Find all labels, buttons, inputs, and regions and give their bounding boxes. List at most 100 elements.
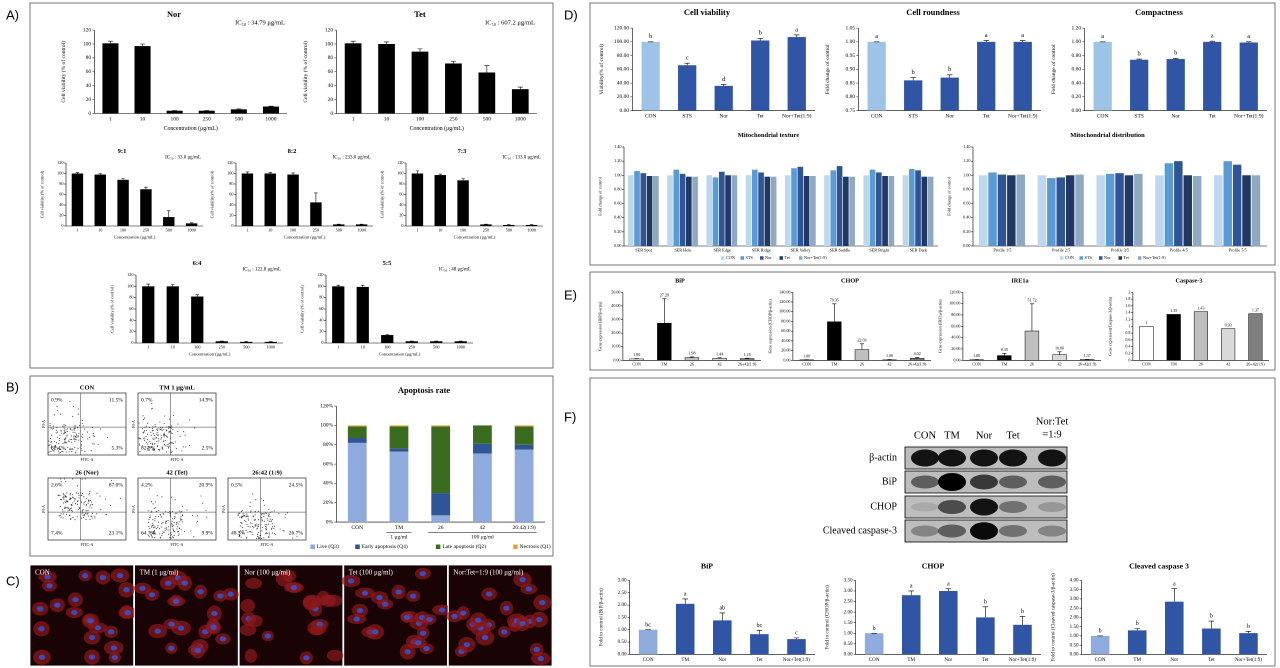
bar [454,341,467,343]
scatter-dot [180,529,182,531]
scatter-dot [67,510,69,512]
x-tick-label: CON [871,114,883,120]
bar [1248,313,1263,361]
scatter-dot [181,515,184,517]
y-tick-label: 60 [229,191,233,196]
scatter-dot [72,431,74,433]
scatter-dot [150,533,152,535]
scatter-dot [110,479,113,481]
panel-border [589,271,1276,371]
nucleus [88,654,96,660]
chart-title: CHOP [841,278,859,285]
x-tick-label: 42 [1058,362,1062,367]
scatter-dot [268,513,270,515]
x-tick-label: TM [1171,362,1177,367]
bar [901,595,921,655]
scatter-cloud [57,478,121,521]
nucleus [36,606,44,612]
error-bar [720,84,727,86]
nucleus [303,655,310,661]
bar [1024,330,1040,361]
y-tick-label: 40 [399,202,403,207]
scatter-dot [169,442,172,444]
scatter-dot [254,519,256,521]
scatter-dot [66,496,68,498]
scatter-dot [168,443,170,445]
scatter-dot [82,425,84,427]
scatter-cloud [237,493,298,539]
scatter-dot [158,450,160,452]
y-tick-label: 0.00 [963,243,970,248]
scatter-dot [76,516,78,518]
error-bar [832,303,837,322]
bar [287,174,299,226]
scatter-dot [88,492,91,494]
scatter-dot [77,508,79,510]
x-tick-label: TM [907,657,915,663]
y-tick-label: 1.00 [1070,633,1079,639]
y-tick-label: 60 [399,191,403,196]
x-tick-label: 1 [147,344,149,349]
error-bar [121,178,125,180]
scatter-dot [254,524,256,526]
scatter-dot [149,446,151,448]
bar [673,169,680,246]
y-tick-label: 80 [319,295,323,300]
scatter-dot [278,512,280,514]
x-tick-label: 100 [171,117,180,123]
scatter-dot [75,498,77,500]
x-tick-label: 1000 [265,117,276,123]
scatter-dot [176,528,178,530]
y-tick-label: 120 [127,272,133,277]
scatter-dot [146,433,149,435]
scatter-dot [265,529,267,531]
bar [430,341,443,343]
scatter-dot [273,533,275,535]
scatter-dot [287,512,289,514]
scatter-dot [161,496,163,498]
bar [356,286,369,343]
panel-border [589,377,1276,667]
bar [445,63,462,114]
y-tick-label: 1.20 [963,158,970,163]
legend-label: CON [726,255,735,260]
scatter-dot [99,428,102,430]
nucleus [485,591,493,597]
scatter-dot [152,522,154,524]
error-bar [1246,41,1252,43]
scatter-dot [154,443,156,445]
nucleus [87,618,94,624]
quadrant-percent: 24.5% [289,482,304,488]
scatter-dot [59,514,61,517]
y-tick-label: 1.2 [1125,316,1130,321]
scatter-dot [246,513,248,515]
scatter-dot [251,525,253,527]
error-bar [945,588,952,591]
scatter-dot [77,426,79,428]
scatter-dot [62,511,64,513]
bar [731,175,738,246]
scatter-dot [73,436,75,438]
bar [1016,174,1025,246]
bar [1239,633,1258,655]
scatter-dot [152,536,154,538]
nucleus [44,574,51,580]
significance-letter: b [759,30,762,37]
scatter-dot [268,508,270,510]
bar [1080,359,1095,361]
scatter-dot [240,521,242,523]
y-tick-label: 0.80 [614,186,621,191]
y-tick-label: 0 [88,111,91,117]
plot-label: 26:42 (1:9) [252,469,282,476]
nucleus [539,600,546,606]
y-axis-label: Gene expression (CHOP/β-actin) [767,299,772,354]
scatter-dot [255,537,258,539]
bar-segment [347,438,367,443]
bar [940,77,959,111]
scatter-dot [242,515,244,518]
scatter-dot [73,405,75,408]
x-tick-label: 1 [337,344,339,349]
nucleus [154,628,161,634]
x-tick-label: 26 [1030,362,1034,367]
cell [245,577,263,589]
